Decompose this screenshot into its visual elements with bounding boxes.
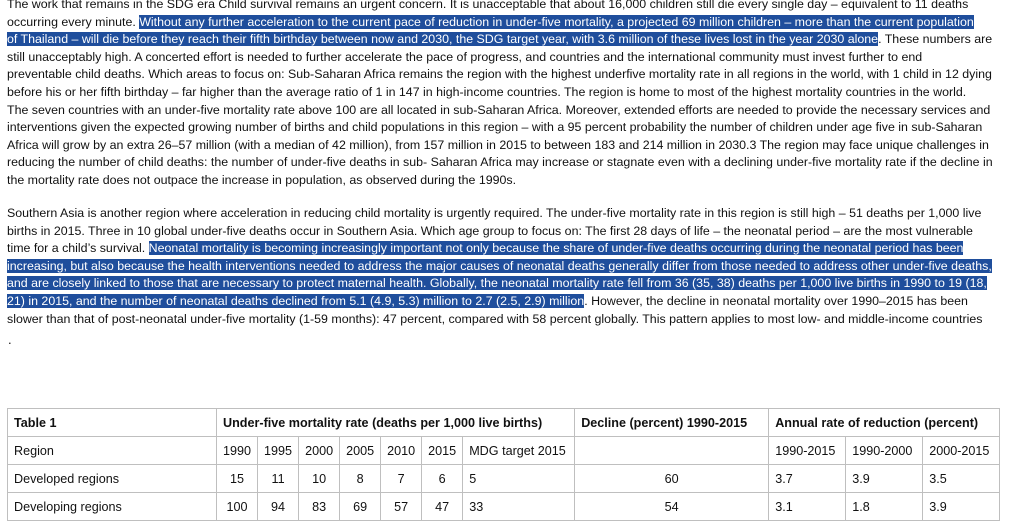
paragraph-child-survival: The work that remains in the SDG era Chi… [7, 0, 1011, 190]
arr-cell: 3.9 [845, 464, 924, 493]
text-line: The work that remains in the SDG era Chi… [7, 0, 1011, 14]
year-header: 1995 [257, 436, 300, 465]
body-text: occurring every minute. [7, 14, 140, 29]
decline-cell: 60 [574, 464, 770, 493]
arr-cell: 3.9 [922, 492, 1001, 521]
body-text: The work that remains in the SDG era Chi… [7, 0, 969, 11]
text-line: still unacceptably high. A concerted eff… [7, 49, 1011, 67]
mdg-cell: 33 [462, 492, 576, 521]
body-text: Africa will grow by an extra 26–57 milli… [7, 137, 989, 152]
rate-cell: 47 [421, 492, 464, 521]
body-text: . These numbers are [878, 32, 993, 47]
year-header: 2005 [339, 436, 382, 465]
text-line: preventable child deaths. Which areas to… [7, 66, 1011, 84]
decline-cell: 54 [574, 492, 770, 521]
text-line: Southern Asia is another region where ac… [7, 205, 1011, 223]
text-line: 21) in 2015, and the number of neonatal … [7, 293, 1011, 311]
text-line: births in 2015. Three in 10 global under… [7, 223, 1011, 241]
rate-cell: 10 [298, 464, 341, 493]
year-header: 2010 [380, 436, 423, 465]
rate-cell: 7 [380, 464, 423, 493]
table-row: Developed regions 15 11 10 8 7 6 5 60 3.… [7, 464, 1001, 493]
text-line: Africa will grow by an extra 26–57 milli… [7, 137, 1011, 155]
decline-group-header: Decline (percent) 1990-2015 [574, 408, 770, 437]
text-line: reducing the number of child deaths: the… [7, 154, 1011, 172]
rate-cell: 83 [298, 492, 341, 521]
arr-period-header: 1990-2000 [845, 436, 924, 465]
table-1: Table 1 Under-five mortality rate (death… [7, 408, 1001, 521]
arr-period-header: 2000-2015 [922, 436, 1001, 465]
table-row: Developing regions 100 94 83 69 57 47 33… [7, 492, 1001, 521]
highlighted-text: Neonatal mortality is becoming increasin… [148, 241, 964, 256]
u5mr-group-header: Under-five mortality rate (deaths per 1,… [215, 408, 576, 437]
rate-cell: 100 [215, 492, 259, 521]
body-text: still unacceptably high. A concerted eff… [7, 49, 923, 64]
table-group-header-row: Table 1 Under-five mortality rate (death… [7, 408, 1001, 437]
text-line: before his or her fifth birthday – far h… [7, 84, 1011, 102]
body-text: reducing the number of child deaths: the… [7, 155, 993, 170]
rate-cell: 15 [215, 464, 259, 493]
text-line: of Thailand – will die before they reach… [7, 31, 1011, 49]
arr-cell: 3.1 [768, 492, 847, 521]
body-text: time for a child’s survival. [7, 241, 149, 256]
text-line: occurring every minute. Without any furt… [7, 14, 1011, 32]
region-cell: Developed regions [7, 464, 217, 493]
highlighted-text: 21) in 2015, and the number of neonatal … [7, 293, 585, 308]
year-header: 1990 [215, 436, 259, 465]
body-text: The seven countries with an under-five m… [7, 102, 991, 117]
body-text: before his or her fifth birthday – far h… [7, 84, 967, 99]
rate-cell: 8 [339, 464, 382, 493]
rate-cell: 6 [421, 464, 464, 493]
region-cell: Developing regions [7, 492, 217, 521]
text-line: The seven countries with an under-five m… [7, 102, 1011, 120]
text-line: increasing, but also because the health … [7, 258, 1011, 276]
table-label: Table 1 [7, 408, 217, 437]
arr-cell: 3.7 [768, 464, 847, 493]
body-text: preventable child deaths. Which areas to… [7, 67, 992, 82]
mdg-header: MDG target 2015 [462, 436, 576, 465]
body-text: births in 2015. Three in 10 global under… [7, 223, 973, 238]
stray-period: . [8, 332, 12, 347]
highlighted-text: and are closely linked to those that are… [7, 276, 987, 291]
text-line: the mortality rate does not outpace the … [7, 172, 1011, 190]
body-text: slower than that of post-neonatal under-… [7, 311, 983, 326]
text-line: interventions given the expected growing… [7, 119, 1011, 137]
rate-cell: 57 [380, 492, 423, 521]
text-line: time for a child’s survival. Neonatal mo… [7, 240, 1011, 258]
body-text: the mortality rate does not outpace the … [7, 172, 517, 187]
arr-cell: 3.5 [922, 464, 1001, 493]
body-text: Southern Asia is another region where ac… [7, 206, 982, 220]
highlighted-text: Without any further acceleration to the … [139, 14, 974, 29]
text-line: slower than that of post-neonatal under-… [7, 311, 1011, 329]
text-line: and are closely linked to those that are… [7, 275, 1011, 293]
arr-cell: 1.8 [845, 492, 924, 521]
highlighted-text: of Thailand – will die before they reach… [7, 32, 879, 47]
highlighted-text: increasing, but also because the health … [7, 258, 992, 273]
year-header: 2015 [421, 436, 464, 465]
body-text: interventions given the expected growing… [7, 120, 983, 135]
arr-period-header: 1990-2015 [768, 436, 847, 465]
body-text: . However, the decline in neonatal morta… [584, 293, 968, 308]
table-subheader-row: Region 1990 1995 2000 2005 2010 2015 MDG… [7, 436, 1001, 465]
rate-cell: 69 [339, 492, 382, 521]
paragraph-southern-asia: Southern Asia is another region where ac… [7, 205, 1011, 328]
decline-header-blank [574, 436, 770, 465]
rate-cell: 11 [257, 464, 300, 493]
region-header: Region [7, 436, 217, 465]
mdg-cell: 5 [462, 464, 576, 493]
rate-cell: 94 [257, 492, 300, 521]
arr-group-header: Annual rate of reduction (percent) [768, 408, 1001, 437]
year-header: 2000 [298, 436, 341, 465]
